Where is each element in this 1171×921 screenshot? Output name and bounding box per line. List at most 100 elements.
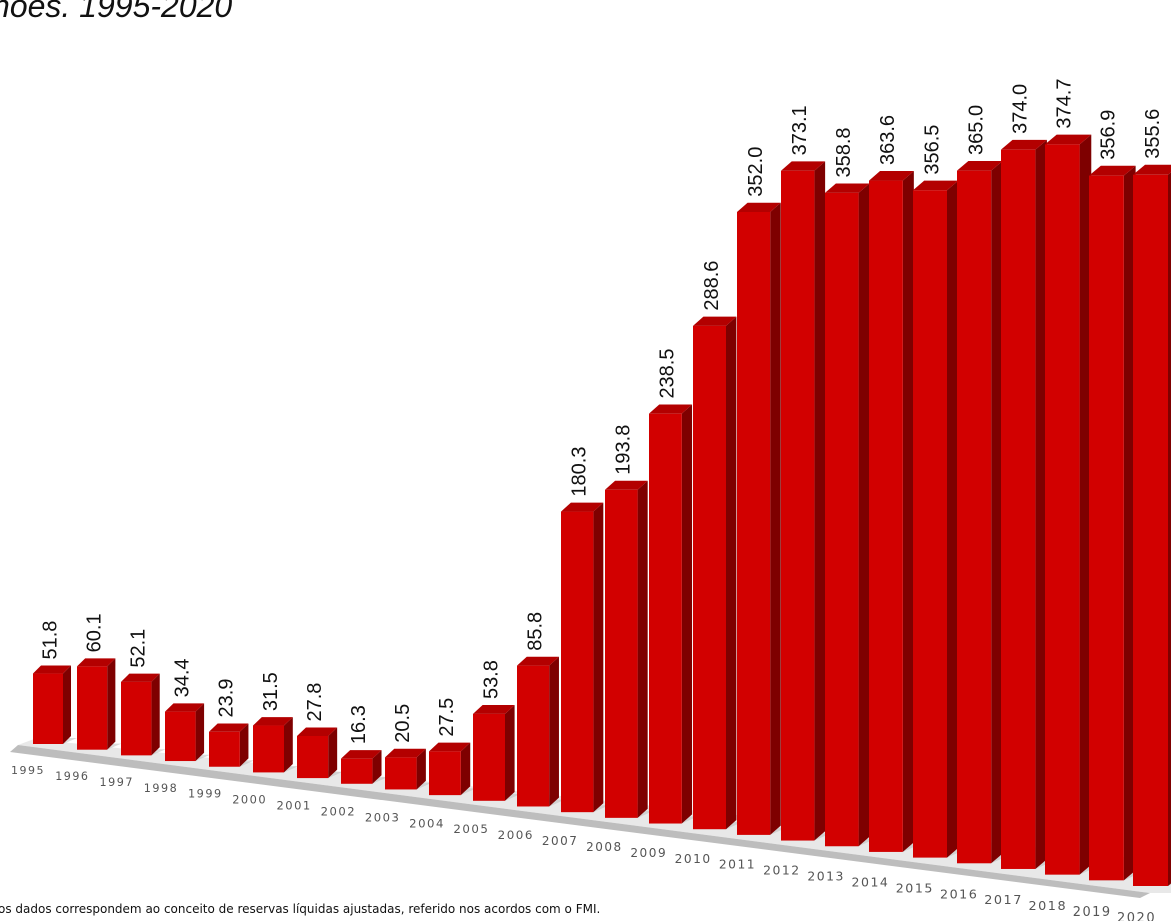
bar-front [693, 325, 726, 830]
bar-front [869, 180, 903, 852]
bar-front [957, 170, 992, 864]
bar-2008 [605, 480, 654, 818]
bar-top [1089, 165, 1136, 176]
bar-top [429, 742, 471, 752]
bar-2016 [957, 160, 1009, 864]
bar-value-label: 52.1 [127, 629, 149, 668]
bar-value-label: 20.5 [392, 704, 414, 743]
x-tick-label: 2017 [984, 893, 1023, 908]
x-tick-label: 2009 [630, 846, 667, 860]
x-tick-label: 2007 [542, 834, 579, 848]
chart-floor-edge [10, 745, 1150, 898]
bar-1999 [209, 723, 255, 767]
bar-2014 [869, 171, 920, 852]
bar-value-label: 374.0 [1009, 84, 1031, 134]
x-tick-label: 2004 [409, 816, 445, 830]
x-tick-label: 1997 [99, 776, 133, 789]
bar-side [239, 723, 249, 767]
bar-value-label: 180.3 [568, 447, 590, 497]
bar-value-label: 356.5 [921, 125, 943, 175]
bar-front [825, 192, 859, 847]
bar-2013 [825, 183, 876, 847]
bar-value-label: 16.3 [348, 705, 370, 744]
chart-footnote: os dados correspondem ao conceito de res… [0, 902, 601, 916]
bar-top [121, 673, 160, 682]
bar-front [649, 413, 682, 824]
x-tick-label: 2020 [1117, 911, 1156, 921]
bar-2009 [649, 404, 699, 824]
bar-top [781, 161, 826, 171]
x-tick-label: 2002 [321, 804, 357, 818]
bar-top [517, 656, 559, 666]
bar-2000 [253, 717, 299, 773]
bar-side [195, 703, 205, 762]
bar-value-label: 356.9 [1098, 110, 1120, 160]
bar-value-label: 85.8 [524, 612, 546, 651]
x-tick-label: 1996 [55, 770, 89, 783]
bar-2012 [781, 161, 832, 841]
bar-top [341, 750, 382, 759]
bar-top [957, 160, 1003, 171]
bar-top [473, 705, 515, 714]
bar-side [63, 665, 71, 744]
bar-front [165, 711, 196, 762]
bar-value-label: 31.5 [260, 672, 282, 711]
bar-top [209, 723, 249, 732]
bar-value-label: 27.5 [436, 698, 458, 737]
bar-2017 [1001, 139, 1053, 869]
bar-2010 [693, 316, 743, 830]
bar-side [416, 748, 426, 790]
bar-front [1045, 144, 1080, 875]
bar-2020 [1133, 164, 1171, 887]
bar-top [1133, 164, 1171, 175]
bar-side [947, 180, 959, 858]
bar-front [473, 713, 505, 801]
bar-front [737, 211, 771, 835]
bar-value-label: 53.8 [480, 660, 502, 699]
bar-value-label: 193.8 [613, 425, 635, 475]
bar-side [151, 673, 160, 756]
bar-1997 [121, 673, 166, 756]
bar-front [209, 731, 240, 767]
bar-side [549, 656, 559, 807]
bar-2018 [1045, 134, 1098, 875]
bar-side [858, 183, 870, 847]
x-tick-label: 2015 [896, 880, 934, 895]
bar-top [649, 404, 693, 414]
bar-front [1001, 149, 1036, 869]
bar-1996 [77, 658, 122, 750]
bar-value-label: 23.9 [216, 679, 238, 718]
bar-side [372, 750, 382, 784]
bar-1995 [33, 665, 77, 744]
bar-side [770, 202, 781, 835]
bar-top [253, 717, 293, 726]
bar-2002 [341, 750, 388, 784]
bar-side [460, 742, 471, 796]
bar-side [637, 480, 648, 818]
x-tick-label: 2014 [852, 874, 890, 889]
bar-front [341, 758, 373, 784]
x-tick-label: 2013 [807, 869, 845, 884]
bar-top [561, 502, 604, 512]
x-tick-label: 2000 [232, 793, 267, 807]
bar-side [681, 404, 693, 824]
bar-top [1001, 139, 1047, 150]
bar-1998 [165, 703, 211, 762]
x-tick-label: 1998 [144, 782, 178, 795]
chart-title: hões. 1995-2020 [0, 0, 233, 24]
bar-value-label: 365.0 [965, 105, 987, 155]
bar-side [284, 717, 293, 773]
bar-top [869, 171, 914, 181]
bar-top [737, 202, 781, 212]
bar-value-label: 352.0 [745, 147, 767, 197]
bar-side [814, 161, 826, 841]
bar-top [693, 316, 737, 326]
bar-side [328, 727, 338, 779]
bar-2003 [385, 748, 432, 790]
bar-2019 [1089, 165, 1142, 881]
x-tick-label: 2018 [1029, 899, 1068, 914]
bar-2011 [737, 202, 787, 835]
bar-2007 [561, 502, 610, 813]
bar-side [726, 316, 737, 830]
bar-top [33, 665, 71, 674]
